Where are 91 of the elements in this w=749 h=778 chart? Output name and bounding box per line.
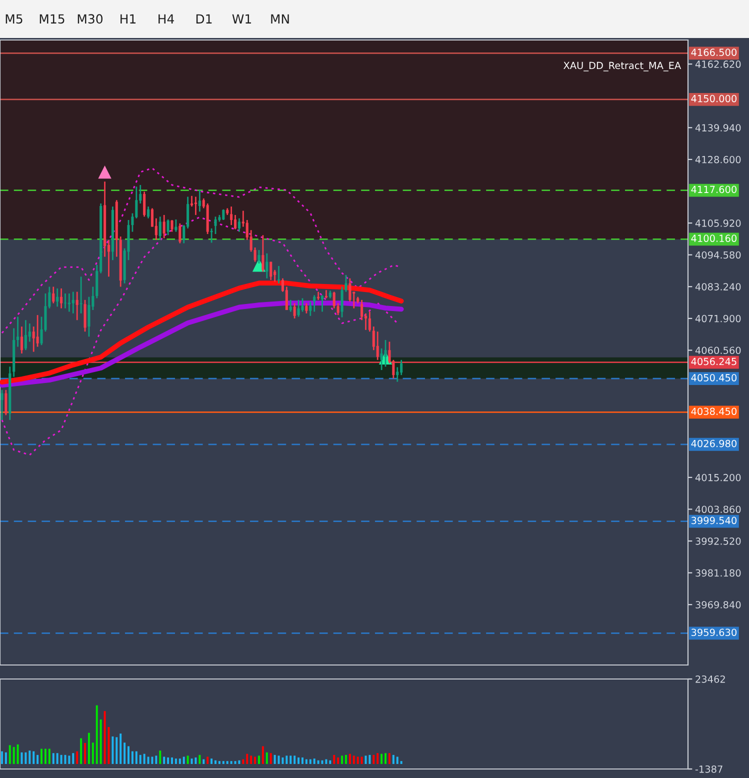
candlestick [56,288,59,308]
candlestick [20,326,24,354]
candlestick [32,326,35,352]
candlestick [170,219,174,232]
y-tick-label: -1387 [695,765,722,773]
line-series [1,216,398,456]
y-tick-label: 4083.240 [695,283,741,290]
candlestick [262,234,264,272]
y-tick-label: 4071.900 [695,314,741,322]
line-series [0,280,404,385]
text: H1 [120,14,136,24]
ref-line-label: 4050.450 [691,374,736,382]
candlestick [396,366,399,382]
ref-line-label: 4100.160 [691,234,736,242]
candlestick [52,286,55,304]
candlestick [166,218,170,236]
text: D1 [196,14,212,24]
text: M5 [6,14,22,24]
candlestick [336,302,340,316]
candlestick [60,288,63,310]
candlestick [340,286,344,318]
text: W1 [232,14,251,24]
candlestick [76,291,78,321]
candlestick [400,359,403,376]
candlestick [174,218,178,232]
candlestick [270,261,272,281]
annotation: XAU_DD_Retract_MA_EA [564,62,682,72]
y-tick-label: 4139.940 [695,124,741,132]
point [98,165,112,179]
candlestick [64,292,67,310]
candlestick [368,311,371,332]
candlestick [234,214,237,230]
candlestick [16,316,20,348]
y-tick-label: 4060.560 [695,346,741,354]
candlestick [376,330,379,361]
ref-line-label: 4056.245 [691,358,736,366]
candlestick [24,319,27,351]
candlestick [297,299,300,318]
y-tick-label: 4162.620 [695,60,741,68]
y-tick-label: 4128.600 [695,156,741,164]
candlestick [380,348,383,371]
candlestick [258,249,260,264]
candlestick [68,292,70,312]
candlestick [146,206,150,220]
candlestick [0,389,4,421]
candlestick [222,208,225,221]
candlestick [84,299,86,332]
candlestick [143,191,146,218]
y-tick-label: 4105.920 [695,220,741,227]
y-tick-label: 23462 [696,675,725,683]
ref-line-label: 4117.600 [691,186,736,194]
text: M15 [40,14,64,24]
y-tick-label: 4003.860 [695,506,741,514]
y-tick-label: 3969.840 [696,601,741,608]
y-tick-label: 4015.200 [695,474,741,482]
y-tick-label: 3992.520 [696,537,741,545]
ref-line-label: 4166.500 [691,48,736,56]
candlestick [384,339,387,368]
candlestick [305,302,308,314]
candlestick [301,298,304,312]
candlestick [178,222,182,244]
candlestick [344,274,348,292]
candlestick [162,214,166,239]
y-tick-label: 3981.180 [696,569,741,577]
candlestick [230,206,233,226]
text: M30 [78,14,103,24]
candlestick [4,389,8,416]
text: H4 [158,14,174,24]
candlestick [266,252,268,280]
ref-line-label: 4150.000 [691,94,736,102]
candlestick [36,314,39,348]
ref-line-label: 3999.540 [691,516,736,524]
candlestick [293,302,296,320]
candlestick [158,216,162,241]
candlestick [313,294,316,312]
candlestick [309,300,312,317]
candlestick [194,196,198,216]
candlestick [348,278,352,302]
candlestick [214,216,217,235]
candlestick [72,291,74,314]
candlestick [320,294,324,312]
ref-line-label: 3959.630 [691,628,736,636]
text: MN [271,14,289,24]
ref-line-label: 4038.450 [691,408,736,416]
candlestick [360,299,364,321]
candlestick [238,218,241,232]
candlestick [198,189,201,212]
candlestick [332,291,336,310]
candlestick [289,299,292,312]
ref-line-label: 4026.980 [691,440,736,448]
y-tick-label: 4094.580 [695,251,741,259]
